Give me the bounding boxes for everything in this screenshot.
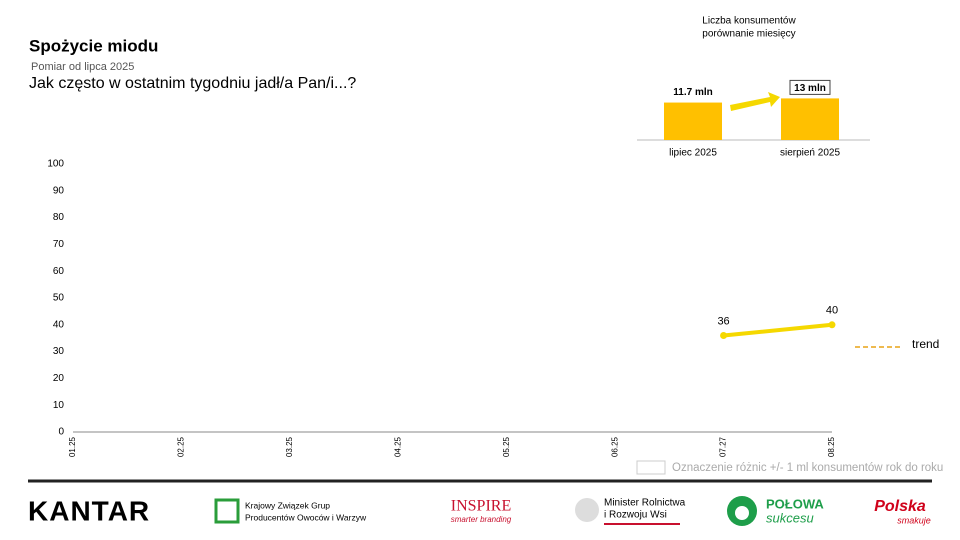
line-series bbox=[721, 322, 834, 338]
subtitle: Pomiar od lipca 2025 bbox=[31, 61, 134, 73]
logo-polska: Polska bbox=[874, 498, 926, 515]
note: Oznaczenie różnic +/- 1 ml konsumentów r… bbox=[672, 462, 943, 474]
logo-kzgpow: Producentów Owoców i Warzyw bbox=[245, 512, 367, 522]
x-tick-label: 04.25 bbox=[393, 436, 402, 457]
title: Spożycie miodu bbox=[29, 36, 158, 55]
logo-inspire: INSPIRE bbox=[451, 498, 511, 515]
bar-title: Liczba konsumentów bbox=[702, 16, 796, 27]
y-tick-label: 30 bbox=[53, 346, 65, 357]
y-tick-label: 80 bbox=[53, 212, 65, 223]
note-swatch bbox=[636, 460, 666, 475]
logo-sukcesu: sukcesu bbox=[766, 510, 814, 525]
arrow bbox=[730, 92, 780, 111]
y-tick-label: 0 bbox=[58, 427, 64, 438]
logo-minister-icon bbox=[575, 498, 599, 522]
x-tick-label: 02.25 bbox=[177, 436, 186, 457]
y-tick-label: 70 bbox=[53, 239, 65, 250]
y-tick-label: 20 bbox=[53, 373, 65, 384]
y-tick-label: 10 bbox=[53, 400, 65, 411]
x-tick-label: 05.25 bbox=[502, 436, 511, 457]
x-tick-label: 08.25 bbox=[827, 436, 836, 457]
x-tick-label: lipiec 2025 bbox=[669, 148, 717, 159]
legend-label: trend bbox=[912, 337, 939, 351]
logo-kzgpow-icon bbox=[214, 498, 240, 524]
bar bbox=[781, 98, 839, 140]
logo-kantar: KANTAR bbox=[28, 495, 150, 526]
bar-subtitle: porównanie miesięcy bbox=[702, 29, 795, 40]
value-label: 11.7 mln bbox=[673, 87, 712, 98]
y-tick-label: 90 bbox=[53, 185, 65, 196]
logo-minister: Minister Rolnictwa bbox=[604, 498, 686, 509]
x-tick-label: 01.25 bbox=[68, 436, 77, 457]
value-label: 36 bbox=[717, 315, 729, 327]
y-tick-label: 100 bbox=[47, 159, 64, 170]
logo-inspire-sub: smarter branding bbox=[451, 515, 512, 524]
logo-polowa-icon bbox=[735, 506, 749, 520]
question: Jak często w ostatnim tygodniu jadł/a Pa… bbox=[29, 75, 356, 92]
logo-smakuje: smakuje bbox=[897, 515, 931, 525]
value-label: 40 bbox=[826, 305, 838, 317]
y-tick-label: 60 bbox=[53, 266, 65, 277]
bar bbox=[664, 102, 722, 140]
y-tick-label: 40 bbox=[53, 319, 65, 330]
x-tick-label: 03.25 bbox=[285, 436, 294, 457]
x-tick-label: 06.25 bbox=[610, 436, 619, 457]
x-tick-label: 07.27 bbox=[719, 436, 728, 457]
logo-polowa: POŁOWA bbox=[766, 496, 824, 511]
value-label-box bbox=[789, 79, 831, 95]
y-tick-label: 50 bbox=[53, 293, 65, 304]
value-label: 13 mln bbox=[794, 83, 826, 94]
logo-kzgpow: Krajowy Związek Grup bbox=[245, 500, 330, 510]
x-tick-label: sierpień 2025 bbox=[780, 148, 840, 159]
logo-minister: i Rozwoju Wsi bbox=[604, 510, 667, 521]
